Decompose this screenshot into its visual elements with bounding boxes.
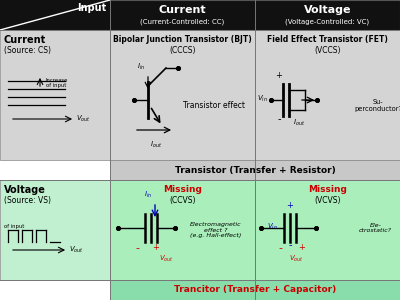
Text: (CCCS): (CCCS): [169, 46, 196, 55]
Text: Ele-
ctrostatic?: Ele- ctrostatic?: [359, 223, 392, 233]
Bar: [0, 180, 110, 280]
Text: (Source: CS): (Source: CS): [4, 46, 51, 55]
Text: $V_{out}$: $V_{out}$: [76, 114, 91, 124]
Text: Increase
of input: Increase of input: [46, 78, 68, 88]
Text: Trancitor (Transfer + Capacitor): Trancitor (Transfer + Capacitor): [174, 286, 336, 295]
Text: of input: of input: [4, 224, 24, 229]
Text: +: +: [298, 244, 306, 253]
Bar: [0, 30, 110, 160]
Bar: [110, 280, 400, 300]
Text: Current: Current: [159, 4, 206, 15]
Bar: [0, 0, 400, 30]
Text: Input: Input: [77, 3, 106, 14]
Text: Voltage: Voltage: [4, 185, 46, 195]
Text: (Voltage-Controlled: VC): (Voltage-Controlled: VC): [286, 18, 370, 25]
Text: Voltage: Voltage: [304, 4, 351, 15]
Text: (Current-Controlled: CC): (Current-Controlled: CC): [140, 18, 225, 25]
Bar: [110, 30, 255, 160]
Polygon shape: [0, 0, 110, 30]
Text: Bipolar Junction Transistor (BJT): Bipolar Junction Transistor (BJT): [113, 35, 252, 44]
Text: Electromagnetic
effect ?
(e.g. Hall-effect): Electromagnetic effect ? (e.g. Hall-effe…: [190, 222, 242, 238]
Text: $I_{in}$: $I_{in}$: [144, 190, 152, 200]
Bar: [110, 160, 400, 180]
Text: Field Effect Transistor (FET): Field Effect Transistor (FET): [267, 35, 388, 44]
Text: $V_{in}$: $V_{in}$: [267, 222, 278, 232]
Text: Missing: Missing: [163, 185, 202, 194]
Text: Transistor (Transfer + Resistor): Transistor (Transfer + Resistor): [175, 166, 335, 175]
Text: $I_{out}$: $I_{out}$: [150, 140, 162, 150]
Text: (VCVS): (VCVS): [314, 196, 341, 205]
Text: Su-
perconductor?: Su- perconductor?: [354, 98, 400, 112]
Text: +: +: [276, 71, 282, 80]
Text: -: -: [288, 240, 292, 250]
Text: +: +: [152, 244, 160, 253]
Text: -: -: [135, 243, 139, 253]
Text: $V_{in}$: $V_{in}$: [257, 94, 268, 104]
Text: $V_{out}$: $V_{out}$: [288, 254, 304, 264]
Text: +: +: [286, 201, 294, 210]
Text: Current: Current: [4, 35, 46, 45]
Text: (CCVS): (CCVS): [169, 196, 196, 205]
Bar: [110, 180, 255, 280]
Text: $I_{out}$: $I_{out}$: [293, 118, 305, 128]
Text: $V_{out}$: $V_{out}$: [69, 245, 84, 255]
Text: -: -: [277, 114, 281, 124]
Text: (Source: VS): (Source: VS): [4, 196, 51, 205]
Text: Missing: Missing: [308, 185, 347, 194]
Text: -: -: [278, 243, 282, 253]
Text: (VCCS): (VCCS): [314, 46, 341, 55]
Text: Transistor effect: Transistor effect: [183, 100, 245, 109]
Text: $I_{in}$: $I_{in}$: [137, 62, 145, 72]
Bar: [255, 180, 400, 280]
Bar: [255, 30, 400, 160]
Text: $V_{out}$: $V_{out}$: [159, 254, 174, 264]
